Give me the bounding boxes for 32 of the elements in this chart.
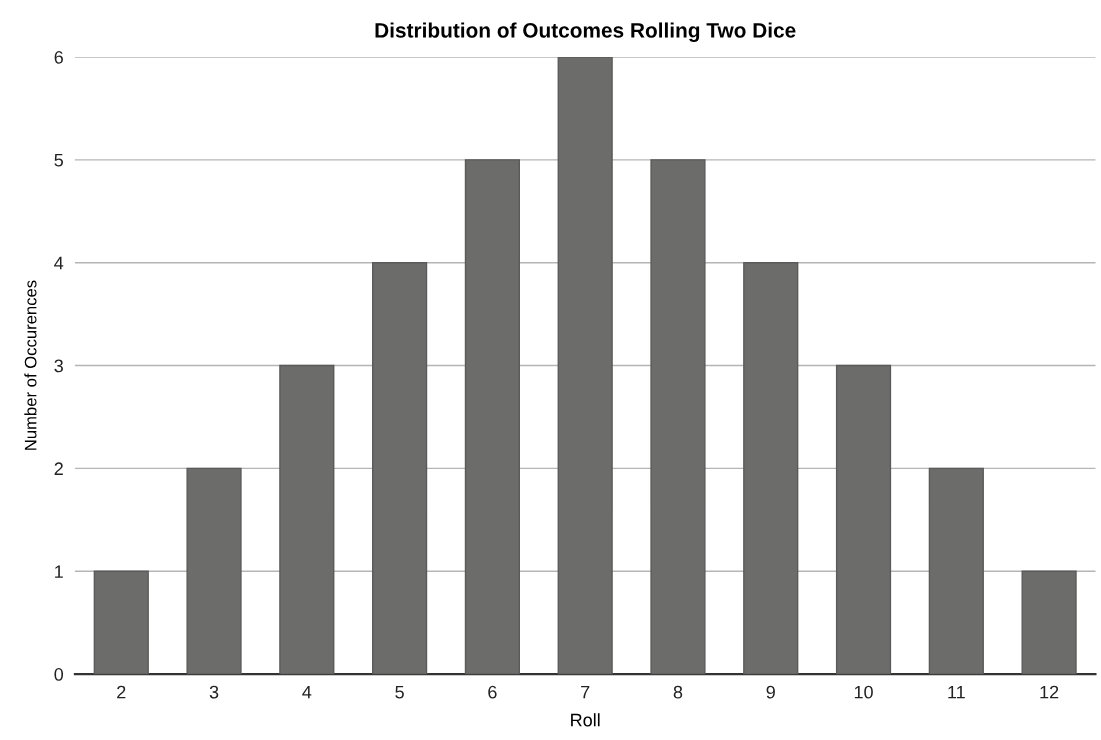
bar <box>464 159 520 675</box>
x-tick-label: 4 <box>302 685 312 699</box>
y-tick-label: 1 <box>55 565 63 578</box>
x-tick-label: 5 <box>395 685 404 699</box>
x-tick-label: 7 <box>581 685 590 699</box>
y-tick-label: 0 <box>54 668 64 681</box>
x-tick-label: 11 <box>948 685 965 699</box>
x-tick-label: 10 <box>854 685 873 699</box>
bar <box>743 262 799 675</box>
y-tick-label: 2 <box>54 462 63 475</box>
y-tick-label: 6 <box>54 50 63 64</box>
x-tick-label: 6 <box>488 685 497 699</box>
x-tick-label: 2 <box>117 685 126 699</box>
x-tick-label: 8 <box>673 685 683 699</box>
chart-title: Distribution of Outcomes Rolling Two Dice <box>375 22 796 42</box>
bar <box>372 262 428 675</box>
bar <box>650 159 706 675</box>
y-axis-title: Number of Occurences <box>24 280 37 450</box>
bar <box>186 467 242 675</box>
bar <box>279 364 335 675</box>
bar <box>557 56 613 675</box>
x-tick-label: 12 <box>1040 685 1059 699</box>
x-axis-title: Roll <box>571 713 600 727</box>
bar <box>928 467 984 675</box>
x-tick-label: 9 <box>766 685 775 699</box>
bar <box>93 570 149 675</box>
y-tick-label: 3 <box>54 359 63 373</box>
y-tick-label: 5 <box>54 153 63 167</box>
x-tick-label: 3 <box>209 685 219 699</box>
bar <box>1021 570 1077 675</box>
y-tick-label: 4 <box>54 256 64 270</box>
bar <box>835 364 892 675</box>
